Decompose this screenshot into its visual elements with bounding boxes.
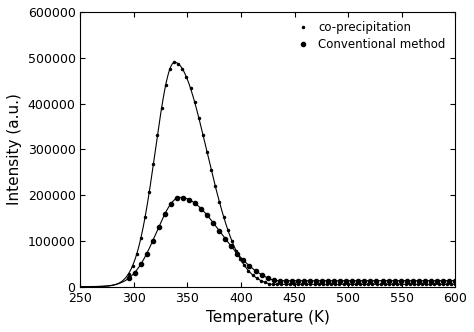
co-precipitation bbox=[279, 282, 284, 286]
Line: Conventional method: Conventional method bbox=[124, 194, 459, 285]
Y-axis label: Intensity (a.u.): Intensity (a.u.) bbox=[7, 93, 22, 205]
co-precipitation bbox=[332, 282, 338, 286]
Conventional method bbox=[180, 196, 186, 200]
Conventional method bbox=[192, 201, 198, 205]
Conventional method bbox=[446, 279, 452, 283]
Conventional method bbox=[428, 279, 434, 283]
co-precipitation bbox=[452, 282, 458, 286]
Conventional method bbox=[126, 276, 131, 280]
Conventional method bbox=[162, 212, 168, 216]
co-precipitation bbox=[126, 272, 131, 276]
Conventional method bbox=[277, 279, 283, 283]
co-precipitation bbox=[423, 282, 429, 286]
Line: co-precipitation: co-precipitation bbox=[127, 60, 457, 287]
Legend: co-precipitation, Conventional method: co-precipitation, Conventional method bbox=[288, 18, 449, 54]
co-precipitation bbox=[171, 60, 177, 64]
Conventional method bbox=[210, 221, 216, 225]
co-precipitation bbox=[328, 282, 334, 286]
X-axis label: Temperature (K): Temperature (K) bbox=[206, 310, 330, 325]
Conventional method bbox=[452, 279, 458, 283]
co-precipitation bbox=[357, 282, 363, 286]
co-precipitation bbox=[270, 282, 276, 286]
co-precipitation bbox=[345, 282, 350, 286]
Conventional method bbox=[253, 269, 258, 273]
